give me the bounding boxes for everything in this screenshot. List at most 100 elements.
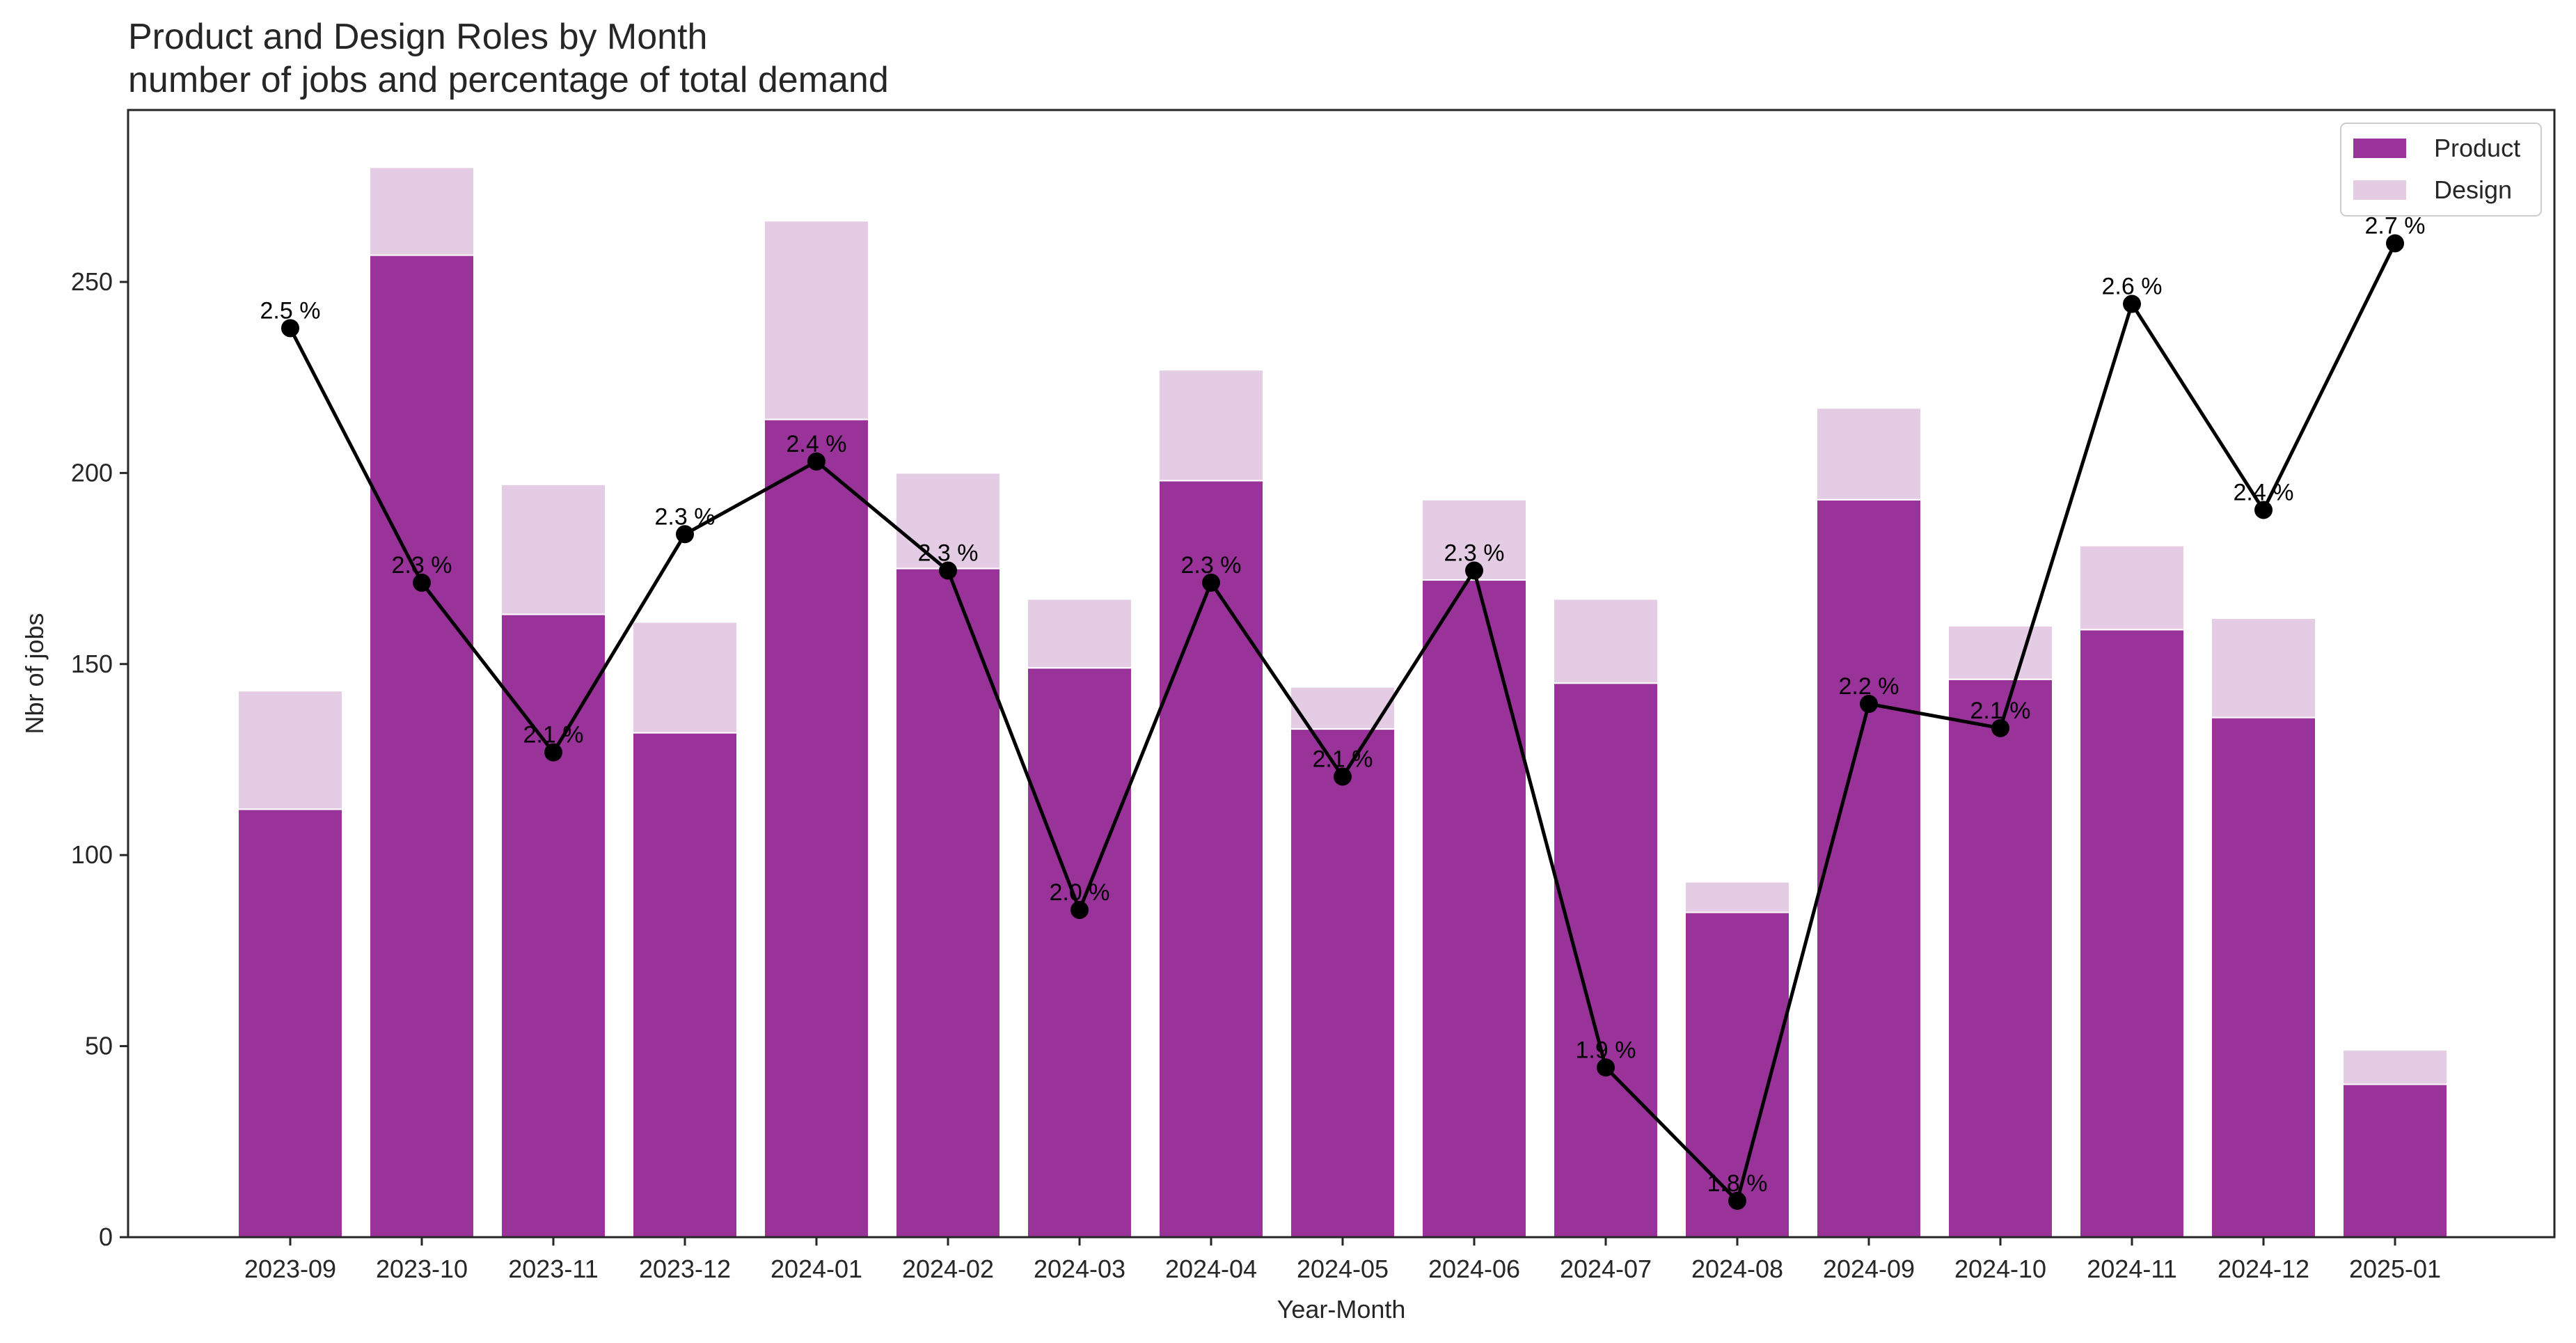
y-tick-label-250: 250 xyxy=(71,267,113,296)
chart-title: Product and Design Roles by Month xyxy=(128,17,708,57)
line-point-2024-04 xyxy=(1202,573,1220,592)
bar-design-2023-10 xyxy=(369,166,475,256)
pct-label-2024-12: 2.4 % xyxy=(2234,479,2294,505)
y-tick-label-200: 200 xyxy=(71,458,113,487)
x-tick-label-2024-09: 2024-09 xyxy=(1823,1255,1915,1283)
line-point-2024-09 xyxy=(1860,695,1878,714)
pct-label-2024-08: 1.8 % xyxy=(1707,1170,1768,1197)
pct-label-2024-01: 2.4 % xyxy=(787,431,847,457)
legend-swatch-design xyxy=(2353,180,2406,200)
line-point-2023-12 xyxy=(676,525,694,544)
bar-product-2024-05 xyxy=(1290,728,1396,1239)
plot-frame xyxy=(127,109,2556,1239)
pct-label-2023-10: 2.3 % xyxy=(392,552,452,579)
pct-label-2023-09: 2.5 % xyxy=(260,297,321,324)
pct-label-2025-01: 2.7 % xyxy=(2365,212,2426,239)
line-point-2024-01 xyxy=(807,452,825,471)
pct-label-2024-06: 2.3 % xyxy=(1444,540,1505,567)
bar-product-2024-09 xyxy=(1816,498,1922,1239)
bar-product-2024-07 xyxy=(1553,682,1659,1238)
legend-label-product: Product xyxy=(2434,134,2520,162)
line-point-2024-12 xyxy=(2254,501,2273,519)
bar-product-2023-10 xyxy=(369,254,475,1238)
bar-design-2023-09 xyxy=(237,690,343,810)
bar-product-2024-04 xyxy=(1158,480,1264,1239)
percentage-line-layer: 2.5 % 2.3 % 2.1 % 2.3 % 2.4 % 2.3 % 2.0 % 2.3 %… xyxy=(260,212,2426,1210)
pct-label-2024-03: 2.0 % xyxy=(1050,879,1110,906)
bar-product-2024-06 xyxy=(1421,579,1527,1238)
bar-design-2024-04 xyxy=(1158,369,1264,482)
x-tick-label-2024-11: 2024-11 xyxy=(2087,1255,2176,1283)
bar-product-2024-11 xyxy=(2079,629,2185,1238)
y-axis-label: Nbr of jobs xyxy=(20,613,49,734)
legend: Product Design xyxy=(2340,123,2542,217)
bar-product-2024-10 xyxy=(1947,678,2053,1238)
pct-label-2024-04: 2.3 % xyxy=(1181,552,1242,579)
x-tick-label-2024-01: 2024-01 xyxy=(771,1255,862,1283)
x-tick-label-2023-12: 2023-12 xyxy=(639,1255,731,1283)
x-tick-label-2024-08: 2024-08 xyxy=(1691,1255,1783,1283)
legend-label-design: Design xyxy=(2434,175,2512,204)
pct-label-2024-02: 2.3 % xyxy=(918,540,979,567)
x-tick-label-2025-01: 2025-01 xyxy=(2349,1255,2441,1283)
title-block: Product and Design Roles by Month number… xyxy=(128,15,889,102)
bar-design-2024-07 xyxy=(1553,598,1659,684)
pct-label-2023-11: 2.1 % xyxy=(523,722,584,748)
x-tick-label-2024-04: 2024-04 xyxy=(1165,1255,1257,1283)
line-point-2024-07 xyxy=(1597,1058,1615,1077)
line-point-2024-03 xyxy=(1070,900,1089,919)
legend-swatch-product xyxy=(2353,139,2406,158)
pct-label-2024-05: 2.1 % xyxy=(1313,746,1373,772)
line-point-2024-11 xyxy=(2123,294,2141,313)
x-tick-label-2023-09: 2023-09 xyxy=(244,1255,336,1283)
x-tick-label-2024-05: 2024-05 xyxy=(1297,1255,1389,1283)
y-tick-label-100: 100 xyxy=(71,840,113,869)
bar-design-2023-12 xyxy=(632,621,738,734)
x-tick-label-2023-10: 2023-10 xyxy=(376,1255,468,1283)
bar-design-2024-02 xyxy=(895,472,1001,570)
bar-design-2024-10 xyxy=(1947,625,2053,680)
bar-design-2024-03 xyxy=(1027,598,1132,669)
line-point-2024-02 xyxy=(939,561,957,580)
y-tick-label-0: 0 xyxy=(99,1223,113,1251)
chart-subtitle: number of jobs and percentage of total d… xyxy=(128,60,889,100)
bar-design-2024-01 xyxy=(764,220,869,421)
line-point-2024-06 xyxy=(1465,561,1483,580)
bar-product-2023-09 xyxy=(237,808,343,1239)
bar-design-2024-11 xyxy=(2079,544,2185,631)
bar-design-2024-08 xyxy=(1684,881,1790,913)
line-point-2024-08 xyxy=(1728,1191,1746,1210)
x-tick-label-2024-10: 2024-10 xyxy=(1954,1255,2046,1283)
pct-label-2024-07: 1.9 % xyxy=(1576,1037,1636,1063)
bar-design-2023-11 xyxy=(500,483,606,615)
x-tick-label-2023-11: 2023-11 xyxy=(508,1255,598,1283)
pct-label-2024-10: 2.1 % xyxy=(1970,698,2031,724)
bar-product-2024-01 xyxy=(764,418,869,1239)
pct-label-2024-09: 2.2 % xyxy=(1839,673,1899,700)
line-point-2023-09 xyxy=(281,319,299,338)
x-tick-label-2024-06: 2024-06 xyxy=(1428,1255,1520,1283)
line-point-2024-10 xyxy=(1991,718,2009,737)
bar-design-2024-09 xyxy=(1816,407,1922,501)
x-tick-label-2024-07: 2024-07 xyxy=(1560,1255,1652,1283)
line-point-2023-11 xyxy=(544,743,562,762)
line-point-2024-05 xyxy=(1334,767,1352,786)
bars-layer xyxy=(237,166,2448,1239)
x-tick-label-2024-02: 2024-02 xyxy=(902,1255,994,1283)
line-point-2023-10 xyxy=(413,573,431,592)
bar-product-2024-03 xyxy=(1027,667,1132,1238)
bar-design-2024-12 xyxy=(2211,617,2316,718)
x-tick-label-2024-03: 2024-03 xyxy=(1034,1255,1125,1283)
bar-product-2024-02 xyxy=(895,567,1001,1238)
axes-layer: 0 50 100 150 200 250 2023-09 2023-10 2023-11 2023… xyxy=(20,109,2556,1324)
y-tick-label-150: 150 xyxy=(71,650,113,678)
x-axis-label: Year-Month xyxy=(1277,1295,1406,1324)
pct-label-2023-12: 2.3 % xyxy=(655,503,716,530)
bar-product-2024-12 xyxy=(2211,716,2316,1238)
bar-design-2025-01 xyxy=(2342,1049,2448,1085)
x-tick-label-2024-12: 2024-12 xyxy=(2218,1255,2309,1283)
y-tick-label-50: 50 xyxy=(85,1032,113,1060)
bar-product-2023-12 xyxy=(632,732,738,1239)
line-point-2025-01 xyxy=(2386,234,2404,253)
